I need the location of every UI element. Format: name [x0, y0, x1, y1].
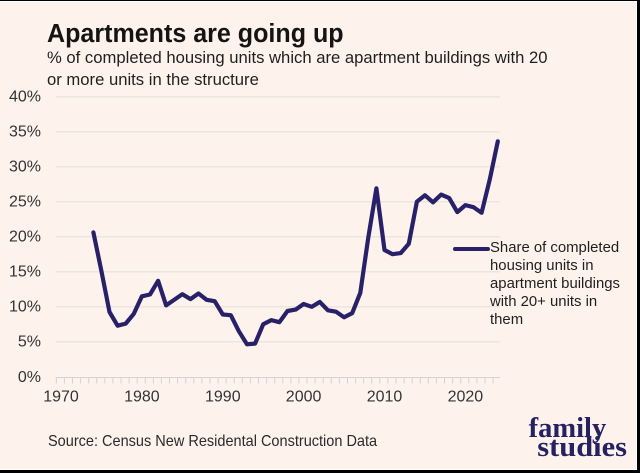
svg-text:2020: 2020 [448, 389, 484, 406]
svg-text:10%: 10% [9, 299, 41, 316]
svg-text:25%: 25% [9, 194, 41, 211]
svg-text:5%: 5% [18, 334, 41, 351]
svg-text:1990: 1990 [205, 389, 241, 406]
svg-text:1970: 1970 [43, 389, 79, 406]
svg-text:20%: 20% [9, 229, 41, 246]
svg-text:1980: 1980 [124, 389, 160, 406]
svg-text:40%: 40% [9, 88, 41, 105]
svg-text:0%: 0% [18, 369, 41, 386]
svg-text:15%: 15% [9, 264, 41, 281]
svg-text:30%: 30% [9, 159, 41, 176]
svg-text:2000: 2000 [286, 389, 322, 406]
svg-text:2010: 2010 [367, 389, 403, 406]
svg-text:35%: 35% [9, 124, 41, 141]
